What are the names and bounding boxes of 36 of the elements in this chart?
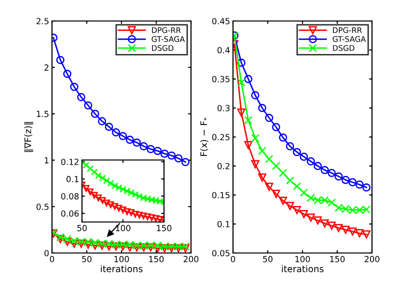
y-tick-label: 0.5 <box>36 204 48 210</box>
y-tick-label: 0.05 <box>212 250 230 256</box>
x-axis-title: iterations <box>100 265 142 272</box>
y-tick-label: 0.45 <box>212 18 230 24</box>
x-tick-label: 200 <box>364 256 380 262</box>
y-tick-label: 0.06 <box>61 210 79 217</box>
y-tick-label: 1.5 <box>36 110 48 118</box>
y-tick-label: 0.25 <box>212 134 230 140</box>
y-tick-label: 0.35 <box>212 76 230 82</box>
x-tick-label: 100 <box>116 224 130 232</box>
x-tick-label: 150 <box>330 256 345 262</box>
x-tick-label: 0 <box>50 256 54 262</box>
x-tick-label: 50 <box>82 256 92 262</box>
x-axis-title: iterations <box>282 265 324 272</box>
x-tick-label: 0 <box>230 256 236 262</box>
y-tick-label: 0.3 <box>218 104 230 112</box>
x-tick-label: 50 <box>263 256 272 262</box>
y-tick-label: 2 <box>44 64 48 71</box>
x-tick-label: 150 <box>156 224 172 232</box>
y-tick-label: 1 <box>44 157 48 164</box>
y-tick-label: 0.15 <box>212 192 230 198</box>
y-tick-label: 0.4 <box>218 46 230 54</box>
y-tick-label: 0.08 <box>61 193 79 200</box>
y-tick-label: 0.1 <box>66 176 78 182</box>
x-tick-label: 100 <box>114 256 129 262</box>
x-tick-label: 200 <box>184 256 198 262</box>
y-tick-label: 0.1 <box>218 220 230 228</box>
y-tick-label: 2.5 <box>36 18 48 24</box>
x-tick-label: 100 <box>295 256 310 262</box>
y-tick-label: 0.2 <box>218 162 230 170</box>
y-tick-label: 0.12 <box>61 158 78 166</box>
y-tick-label: 0 <box>44 250 49 256</box>
x-tick-label: 50 <box>77 224 87 232</box>
y-axis-title: F(x) − F$_{*}$ <box>200 118 208 156</box>
y-axis-title: ‖∇F(z)‖ <box>24 122 34 152</box>
x-tick-label: 150 <box>149 256 164 262</box>
